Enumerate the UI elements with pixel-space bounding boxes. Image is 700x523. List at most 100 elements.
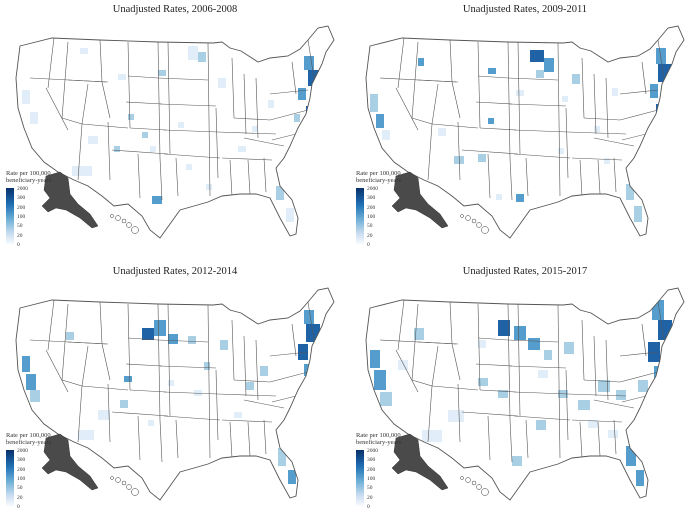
county-shade [572,74,580,84]
legend-tick-label: 200 [367,466,376,473]
county-shade [22,90,30,104]
legend: Rate per 100,000 beneficiary-years 2000 300… [356,432,426,512]
state-border [221,419,273,423]
county-shade [454,156,464,164]
legend-subtitle: beneficiary-years [356,439,402,446]
county-shade [78,430,94,440]
state-border [125,363,163,367]
state-border [45,87,69,131]
state-border [129,389,167,393]
county-shade [422,430,442,442]
county-shade [188,46,198,60]
county-shade [398,360,408,370]
legend-tick-label: 0 [367,242,370,248]
state-border [431,83,439,125]
county-shade [30,112,38,124]
state-border [477,41,481,129]
legend-tick-label: 2000 [367,448,378,454]
legend-subtitle: beneficiary-years [356,177,402,184]
county-shade [478,154,486,162]
hawaii-island [460,214,464,218]
county-shade [246,382,254,390]
legend-tick-label: 0 [17,242,20,248]
state-border [167,303,171,417]
county-shade [304,364,312,376]
county-shade [648,342,660,362]
state-border [277,423,303,431]
county-shade [66,332,74,340]
us-outline [15,25,335,239]
state-border [159,419,163,463]
state-border [457,383,461,443]
state-border [395,349,419,393]
state-border [579,421,583,459]
state-border [81,123,129,129]
county-shade [114,146,120,152]
hawaii-island [115,477,121,483]
state-border [457,121,461,181]
legend-tick-label: 100 [367,214,376,220]
state-border [307,39,315,79]
state-border [593,137,635,147]
state-border [513,415,571,421]
state-border [243,335,247,397]
state-border [525,157,529,197]
state-border [269,89,309,95]
county-shade [658,64,672,82]
hawaii-island [471,218,477,224]
state-border [605,339,609,401]
state-border [157,77,209,81]
state-border [159,103,217,107]
county-shade [294,114,300,122]
legend-tick-label: 200 [17,466,26,473]
state-border [217,131,277,135]
us-map [15,287,335,501]
state-border [291,323,297,357]
county-shade [198,52,206,62]
legend-tick-label: 50 [367,223,373,230]
county-shade [598,380,610,392]
hawaii-island [465,215,471,221]
county-shade [158,70,166,76]
state-border [307,301,315,341]
county-shade [650,84,658,98]
state-border [431,123,479,129]
state-border [269,371,309,383]
state-border [657,301,665,341]
legend-tick-label: 300 [17,457,26,464]
state-border [269,351,309,357]
us-map [15,25,335,239]
us-outline [15,287,335,501]
state-border [263,419,267,455]
state-border [101,343,111,381]
state-border [583,379,621,383]
state-border [163,153,221,159]
state-border [243,399,285,409]
state-border [619,109,659,121]
legend-tick-label: 200 [367,204,376,211]
county-shade [260,366,268,376]
state-border [221,157,273,161]
state-border [397,299,405,351]
legend-tick-label: 300 [367,195,376,202]
legend-tick-label: 20 [17,494,23,501]
hawaii-island [126,484,132,490]
county-shade [558,148,564,154]
state-border [477,75,509,79]
map-panel-2012-2014: Unadjusted Rates, 2012-2014 Rate per 100… [0,262,350,523]
state-border [417,79,457,83]
state-border [233,379,271,383]
state-border [557,42,561,197]
county-shade [512,456,522,466]
legend-color-bar [356,188,364,244]
legend-tick-label: 2000 [367,186,378,192]
county-shade [544,58,554,72]
legend-color-bar [356,450,364,506]
state-border [243,73,247,135]
county-shade [154,320,166,336]
state-border [175,419,179,459]
state-border [507,339,559,343]
hawaii-island [126,222,132,228]
county-shade [298,344,308,360]
legend-tick-label: 100 [17,476,26,482]
